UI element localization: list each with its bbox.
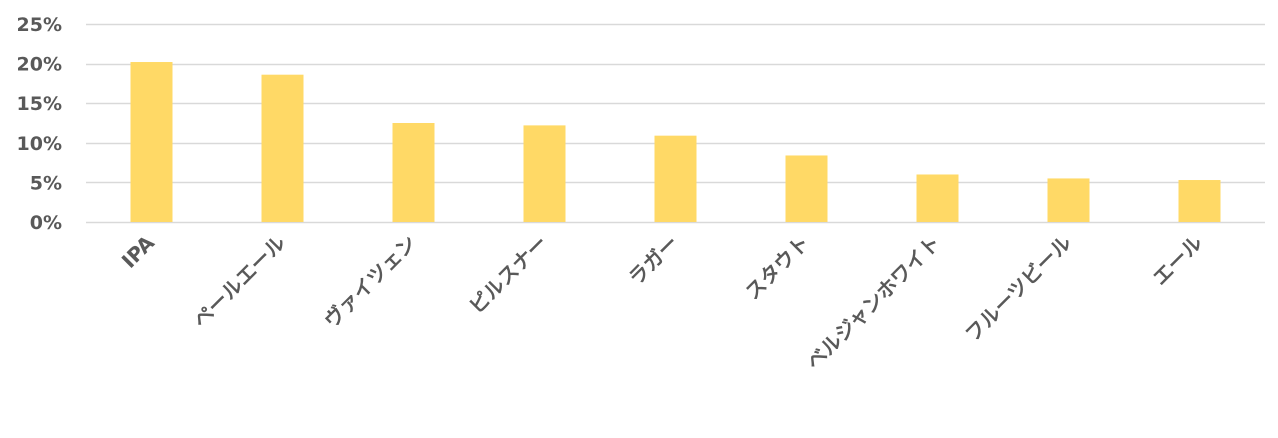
y-tick-label: 15% [17,93,62,115]
bar [392,123,435,222]
y-tick-label: 25% [17,14,62,36]
x-tick-label: ヴァイツェン [319,231,421,333]
y-tick-label: 10% [17,133,62,155]
bars [130,62,1221,223]
bar [130,62,173,223]
bar [1178,180,1221,222]
bar [916,174,959,222]
y-tick-label: 0% [30,212,62,234]
bar [261,74,304,222]
bar [1047,178,1090,222]
bar [654,135,697,222]
x-tick-label: フルーツビール [960,231,1076,347]
y-tick-label: 5% [30,172,62,194]
x-tick-label: ラガー [624,231,683,290]
x-tick-label: ベルジャンホワイト [801,231,945,375]
x-tick-label: ペールエール [188,231,290,333]
y-tick-label: 20% [17,54,62,76]
y-axis-tick-labels: 0% 5% 10% 15% 20% 25% [17,14,62,234]
x-tick-label: ピルスナー [464,231,552,319]
x-tick-label: エール [1148,231,1207,290]
bar [523,125,566,222]
x-tick-label: IPA [117,230,160,273]
x-tick-label: スタウト [740,231,814,305]
bar [785,155,828,222]
